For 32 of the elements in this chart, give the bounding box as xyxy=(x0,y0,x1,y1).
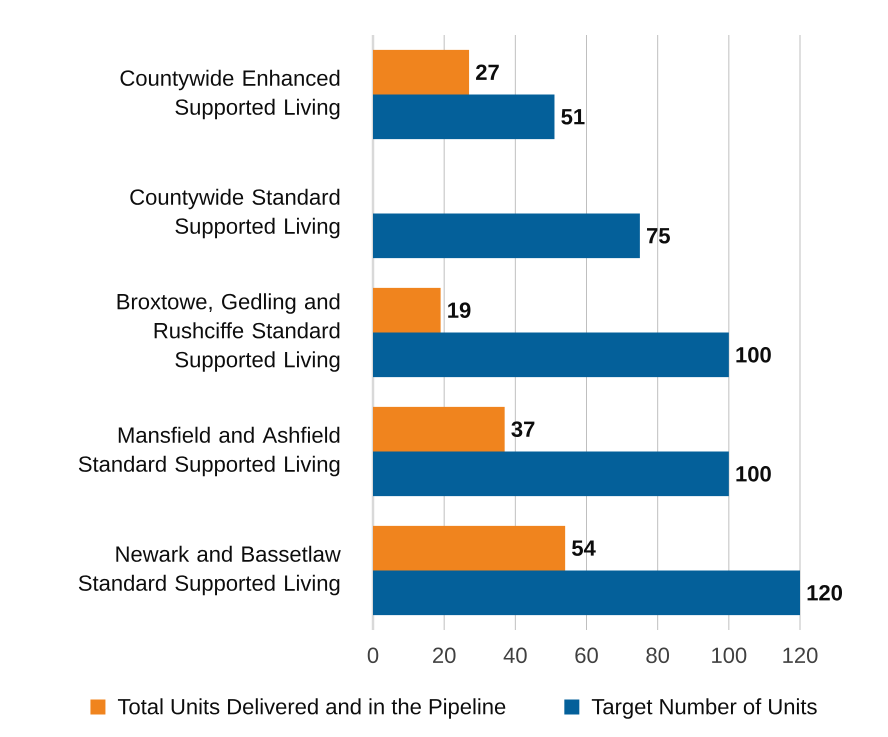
data-label: 27 xyxy=(476,64,499,80)
x-tick-label: 100 xyxy=(712,648,746,664)
data-label: 54 xyxy=(572,540,596,556)
data-label: 75 xyxy=(647,228,670,244)
x-tick-label: 80 xyxy=(646,648,670,664)
y-tick-label: Newark and Bassetlaw Standard Supported Living xyxy=(78,546,341,596)
bar xyxy=(373,94,554,140)
y-tick-label: Mansfield and Ashfield Standard Supported Living xyxy=(78,426,340,476)
bar xyxy=(373,50,470,94)
bar xyxy=(373,452,729,496)
data-label: 100 xyxy=(736,347,771,363)
data-label: 37 xyxy=(511,421,534,437)
y-tick-label: Countywide Standard Supported Living xyxy=(130,188,340,238)
data-label: 51 xyxy=(561,109,585,124)
bar xyxy=(373,332,729,378)
data-label: 100 xyxy=(736,466,771,482)
x-tick-label: 60 xyxy=(575,648,598,664)
y-tick-label: Broxtowe, Gedling and Rushciffe Standard Supported Living xyxy=(118,293,340,372)
bar xyxy=(373,570,800,616)
x-tick-label: 20 xyxy=(433,648,456,664)
x-tick-label: 120 xyxy=(783,648,818,664)
bar xyxy=(373,214,640,258)
data-label: 120 xyxy=(808,585,842,601)
data-label: 19 xyxy=(448,302,470,318)
x-tick-label: 0 xyxy=(368,648,378,664)
legend-label: Target Number of Units xyxy=(592,698,817,719)
bar xyxy=(373,406,505,452)
bar xyxy=(373,288,441,332)
x-tick-label: 40 xyxy=(504,648,527,664)
y-tick-label: Countywide Enhanced Supported Living xyxy=(120,70,340,120)
legend-label: Total Units Delivered and in the Pipeline xyxy=(118,698,506,719)
bar xyxy=(373,526,566,570)
